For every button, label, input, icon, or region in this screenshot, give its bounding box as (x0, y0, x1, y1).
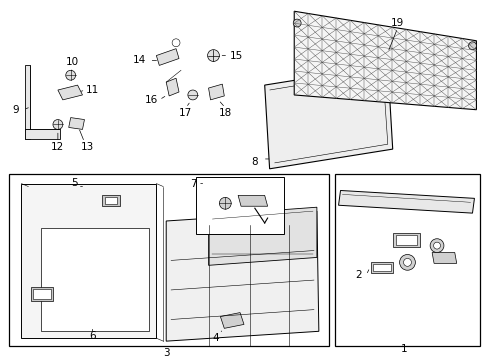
Polygon shape (25, 129, 60, 139)
Bar (102, 195, 120, 206)
Text: 13: 13 (81, 142, 94, 152)
Text: 19: 19 (390, 18, 404, 28)
Text: 11: 11 (85, 85, 99, 95)
Text: 1: 1 (400, 344, 407, 354)
Bar (370, 262, 392, 273)
Polygon shape (264, 66, 392, 169)
Text: 15: 15 (229, 50, 242, 60)
Text: 16: 16 (144, 95, 158, 105)
Bar (105, 197, 117, 204)
Text: 17: 17 (179, 108, 192, 118)
Polygon shape (156, 49, 179, 66)
Bar (392, 233, 419, 247)
Circle shape (219, 197, 231, 209)
Circle shape (187, 90, 197, 100)
Polygon shape (338, 190, 473, 213)
Polygon shape (208, 207, 316, 265)
Circle shape (172, 39, 180, 47)
Polygon shape (25, 66, 30, 139)
Circle shape (468, 42, 475, 50)
Circle shape (399, 255, 414, 270)
Text: 14: 14 (133, 55, 146, 66)
Polygon shape (41, 228, 149, 331)
Text: 9: 9 (12, 105, 19, 115)
Polygon shape (220, 312, 244, 328)
Polygon shape (208, 84, 224, 100)
Circle shape (53, 120, 62, 129)
Text: 18: 18 (218, 108, 231, 118)
Text: 2: 2 (354, 270, 361, 280)
Bar (9, 174, 328, 346)
Polygon shape (238, 195, 267, 206)
Polygon shape (166, 78, 179, 96)
Text: 4: 4 (212, 333, 218, 343)
Circle shape (65, 70, 76, 80)
Text: 3: 3 (163, 348, 169, 358)
Polygon shape (294, 11, 475, 110)
Text: 8: 8 (251, 157, 258, 167)
Circle shape (403, 258, 410, 266)
Text: 7: 7 (190, 179, 197, 189)
Polygon shape (69, 118, 84, 129)
Polygon shape (166, 211, 318, 341)
Bar (195, 177, 284, 234)
Circle shape (207, 50, 219, 62)
Bar (31, 287, 53, 301)
Polygon shape (58, 85, 82, 100)
Circle shape (293, 19, 301, 27)
Circle shape (433, 242, 440, 249)
Bar (33, 289, 51, 299)
Text: 10: 10 (66, 58, 79, 67)
Text: 12: 12 (51, 142, 64, 152)
Bar (372, 264, 390, 271)
Text: 5: 5 (71, 177, 78, 188)
Polygon shape (431, 252, 456, 264)
Polygon shape (21, 184, 156, 338)
Text: 6: 6 (89, 331, 96, 341)
Bar (334, 174, 479, 346)
Circle shape (429, 239, 443, 252)
Bar (395, 235, 416, 245)
